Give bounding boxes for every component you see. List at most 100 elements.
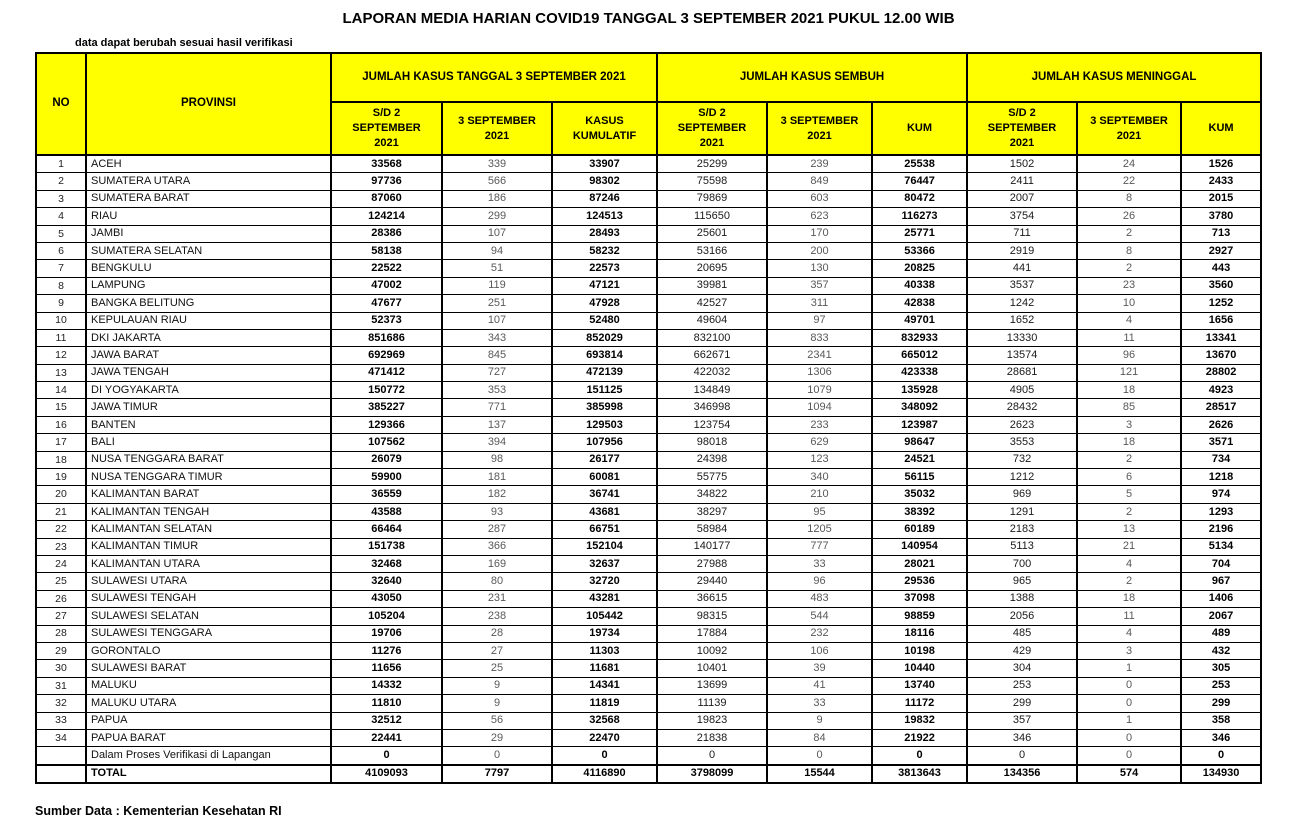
value-cell: 19734 (551, 624, 658, 643)
table-row: 8 LAMPUNG 47002 119 47121 39981 357 40338 3537 23… (35, 276, 1263, 296)
value-cell: 18 (1076, 433, 1183, 452)
value-cell: 11303 (551, 641, 658, 661)
value-cell: 3571 (1180, 433, 1263, 452)
value-cell: 1252 (1180, 294, 1263, 313)
row-number: 33 (35, 711, 87, 730)
value-cell: 19706 (330, 624, 443, 643)
value-cell: 845 (441, 346, 553, 365)
table-row: 26 SULAWESI TENGAH 43050 231 43281 36615 483 37… (35, 589, 1263, 609)
table-row: 17 BALI 107562 394 107956 98018 629 98647 3553 18… (35, 433, 1263, 452)
value-cell: 33907 (551, 154, 658, 174)
value-cell: 22441 (330, 728, 443, 748)
value-cell: 21922 (870, 728, 969, 748)
value-cell: 17884 (656, 624, 768, 643)
value-cell: 339 (441, 154, 553, 174)
table-header: NO PROVINSI JUMLAH KASUS TANGGAL 3 SEPTE… (35, 52, 1263, 156)
value-cell: 22470 (551, 728, 658, 748)
value-cell: 965 (966, 572, 1079, 591)
value-cell: 366 (441, 537, 553, 556)
value-cell: 25 (441, 659, 553, 678)
value-cell: 974 (1180, 485, 1263, 504)
value-cell: 777 (766, 537, 873, 556)
table-row: 12 JAWA BARAT 692969 845 693814 662671 2341 665… (35, 346, 1263, 365)
row-number: 30 (35, 659, 87, 678)
value-cell: 11681 (551, 659, 658, 678)
value-cell: 53166 (656, 241, 768, 261)
table-row: 9 BANGKA BELITUNG 47677 251 47928 42527 311 428… (35, 294, 1263, 313)
value-cell: 0 (330, 746, 443, 766)
value-cell: 340 (766, 468, 873, 487)
value-cell: 1 (1076, 711, 1183, 730)
value-cell: 98018 (656, 433, 768, 452)
value-cell: 124513 (551, 207, 658, 226)
value-cell: 80 (441, 572, 553, 591)
value-cell: 36741 (551, 485, 658, 504)
value-cell: 485 (966, 624, 1079, 643)
value-cell: 79869 (656, 189, 768, 209)
value-cell: 32640 (330, 572, 443, 591)
row-number: 3 (35, 189, 87, 209)
value-cell: 385998 (551, 398, 658, 417)
row-number: 18 (35, 450, 87, 470)
province-name: GORONTALO (85, 641, 332, 661)
row-number: 2 (35, 172, 87, 191)
value-cell: 56 (441, 711, 553, 730)
province-name: DI YOGYAKARTA (85, 381, 332, 400)
row-number: 24 (35, 554, 87, 574)
value-cell: 28021 (870, 554, 969, 574)
value-cell: 21 (1076, 537, 1183, 556)
row-number: 25 (35, 572, 87, 591)
value-cell: 58138 (330, 241, 443, 261)
value-cell: 10440 (870, 659, 969, 678)
value-cell: 13740 (870, 676, 969, 696)
value-cell: 1406 (1180, 589, 1263, 609)
value-cell: 37098 (870, 589, 969, 609)
value-cell: 75598 (656, 172, 768, 191)
table-row: 1 ACEH 33568 339 33907 25299 239 25538 1502 24 152… (35, 154, 1263, 174)
value-cell: 42527 (656, 294, 768, 313)
province-name: JAWA TENGAH (85, 363, 332, 383)
table-row: 27 SULAWESI SELATAN 105204 238 105442 98315 54… (35, 607, 1263, 626)
value-cell: 152104 (551, 537, 658, 556)
value-cell: 41 (766, 676, 873, 696)
value-cell: 692969 (330, 346, 443, 365)
value-cell: 233 (766, 415, 873, 435)
row-number: 26 (35, 589, 87, 609)
value-cell: 0 (1076, 746, 1183, 766)
value-cell: 32637 (551, 554, 658, 574)
value-cell: 662671 (656, 346, 768, 365)
value-cell: 734 (1180, 450, 1263, 470)
value-cell: 200 (766, 241, 873, 261)
value-cell: 25601 (656, 224, 768, 243)
value-cell: 15544 (766, 763, 873, 784)
header-meninggal-kum: KUM (1180, 101, 1263, 156)
value-cell: 2919 (966, 241, 1079, 261)
table-body: 1 ACEH 33568 339 33907 25299 239 25538 1502 24 152… (35, 154, 1263, 784)
value-cell: 700 (966, 554, 1079, 574)
value-cell: 2411 (966, 172, 1079, 191)
value-cell: 19832 (870, 711, 969, 730)
value-cell: 59900 (330, 468, 443, 487)
row-number: 5 (35, 224, 87, 243)
value-cell: 4 (1076, 624, 1183, 643)
value-cell: 1079 (766, 381, 873, 400)
value-cell: 0 (1180, 746, 1263, 766)
value-cell: 2007 (966, 189, 1079, 209)
value-cell: 84 (766, 728, 873, 748)
province-name: SUMATERA BARAT (85, 189, 332, 209)
value-cell: 96 (766, 572, 873, 591)
value-cell: 305 (1180, 659, 1263, 678)
value-cell: 20695 (656, 259, 768, 278)
value-cell: 39 (766, 659, 873, 678)
header-kasus-3sep: 3 SEPTEMBER 2021 (441, 101, 553, 156)
province-name: PAPUA BARAT (85, 728, 332, 748)
value-cell: 25771 (870, 224, 969, 243)
value-cell: 106 (766, 641, 873, 661)
value-cell: 129503 (551, 415, 658, 435)
value-cell: 357 (766, 276, 873, 296)
value-cell: 423338 (870, 363, 969, 383)
province-name: SULAWESI TENGAH (85, 589, 332, 609)
value-cell: 11139 (656, 694, 768, 713)
value-cell: 1306 (766, 363, 873, 383)
value-cell: 36559 (330, 485, 443, 504)
